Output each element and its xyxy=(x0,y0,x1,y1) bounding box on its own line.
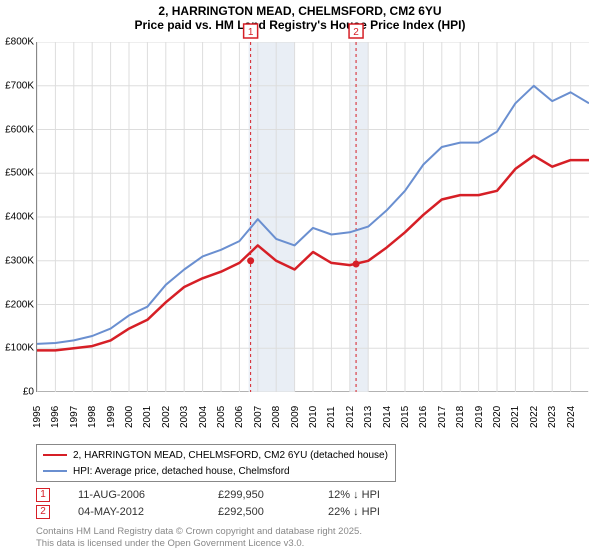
x-tick-label: 2009 xyxy=(290,406,301,428)
x-tick-label: 2012 xyxy=(345,406,356,428)
x-tick-label: 2018 xyxy=(455,406,466,428)
legend-swatch xyxy=(43,454,67,456)
sale-row: 2 04-MAY-2012£292,50022% ↓ HPI xyxy=(36,503,586,520)
x-tick-label: 2016 xyxy=(418,406,429,428)
y-tick-label: £800K xyxy=(5,37,34,48)
svg-text:1: 1 xyxy=(248,27,254,38)
sale-row: 1 11-AUG-2006£299,95012% ↓ HPI xyxy=(36,486,586,503)
sale-diff: 22% ↓ HPI xyxy=(328,506,438,518)
x-tick-label: 2007 xyxy=(253,406,264,428)
x-tick-label: 1998 xyxy=(87,406,98,428)
x-tick-label: 1997 xyxy=(69,406,80,428)
sale-index-box: 1 xyxy=(36,488,50,502)
x-tick-label: 1999 xyxy=(106,406,117,428)
sale-index-box: 2 xyxy=(36,505,50,519)
y-tick-label: £400K xyxy=(5,212,34,223)
x-tick-label: 2021 xyxy=(510,406,521,428)
x-tick-label: 2005 xyxy=(216,406,227,428)
x-tick-label: 2006 xyxy=(234,406,245,428)
footer-line-1: Contains HM Land Registry data © Crown c… xyxy=(36,526,362,538)
x-tick-label: 2014 xyxy=(382,406,393,428)
y-tick-label: £700K xyxy=(5,80,34,91)
chart-plot-area: 12 xyxy=(36,42,588,392)
plot-svg xyxy=(37,42,589,392)
x-tick-label: 2022 xyxy=(529,406,540,428)
sale-date: 11-AUG-2006 xyxy=(78,489,218,501)
svg-text:2: 2 xyxy=(353,27,359,38)
sale-date: 04-MAY-2012 xyxy=(78,506,218,518)
x-tick-label: 2002 xyxy=(161,406,172,428)
x-tick-label: 2024 xyxy=(566,406,577,428)
x-tick-label: 2010 xyxy=(308,406,319,428)
sale-price: £299,950 xyxy=(218,489,328,501)
x-tick-label: 2023 xyxy=(547,406,558,428)
y-tick-label: £0 xyxy=(23,387,34,398)
x-tick-label: 2019 xyxy=(474,406,485,428)
y-axis-ticks: £0£100K£200K£300K£400K£500K£600K£700K£80… xyxy=(0,42,36,392)
x-tick-label: 2011 xyxy=(326,406,337,428)
x-tick-label: 2001 xyxy=(142,406,153,428)
sale-diff: 12% ↓ HPI xyxy=(328,489,438,501)
legend-row: HPI: Average price, detached house, Chel… xyxy=(43,463,389,479)
title-line-1: 2, HARRINGTON MEAD, CHELMSFORD, CM2 6YU xyxy=(0,4,600,18)
footer-line-2: This data is licensed under the Open Gov… xyxy=(36,538,362,550)
marker-labels: 12 xyxy=(37,18,589,42)
sale-price: £292,500 xyxy=(218,506,328,518)
chart-container: 2, HARRINGTON MEAD, CHELMSFORD, CM2 6YU … xyxy=(0,0,600,560)
x-tick-label: 2008 xyxy=(271,406,282,428)
y-tick-label: £100K xyxy=(5,343,34,354)
footer: Contains HM Land Registry data © Crown c… xyxy=(36,526,362,550)
x-tick-label: 2020 xyxy=(492,406,503,428)
legend-swatch xyxy=(43,470,67,472)
legend: 2, HARRINGTON MEAD, CHELMSFORD, CM2 6YU … xyxy=(36,444,396,482)
x-tick-label: 2004 xyxy=(198,406,209,428)
y-tick-label: £600K xyxy=(5,124,34,135)
x-tick-label: 1996 xyxy=(50,406,61,428)
x-tick-label: 2013 xyxy=(363,406,374,428)
x-tick-label: 1995 xyxy=(32,406,43,428)
sales-table: 1 11-AUG-2006£299,95012% ↓ HPI 2 04-MAY-201… xyxy=(36,486,586,520)
x-tick-label: 2000 xyxy=(124,406,135,428)
legend-row: 2, HARRINGTON MEAD, CHELMSFORD, CM2 6YU … xyxy=(43,447,389,463)
legend-label: 2, HARRINGTON MEAD, CHELMSFORD, CM2 6YU … xyxy=(73,450,388,461)
y-tick-label: £200K xyxy=(5,299,34,310)
plot: 12 xyxy=(36,42,588,392)
x-tick-label: 2003 xyxy=(179,406,190,428)
x-tick-label: 2015 xyxy=(400,406,411,428)
y-tick-label: £500K xyxy=(5,168,34,179)
x-tick-label: 2017 xyxy=(437,406,448,428)
y-tick-label: £300K xyxy=(5,255,34,266)
legend-label: HPI: Average price, detached house, Chel… xyxy=(73,466,290,477)
x-axis-ticks: 1995199619971998199920002001200220032004… xyxy=(36,396,588,442)
